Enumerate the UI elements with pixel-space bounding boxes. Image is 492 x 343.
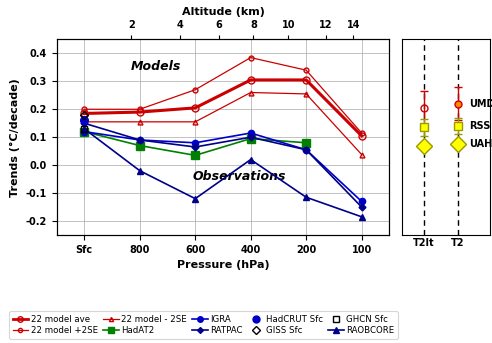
X-axis label: Pressure (hPa): Pressure (hPa)	[177, 260, 269, 270]
Legend: 22 model ave, 22 model +2SE, 22 model - 2SE, HadAT2, IGRA, RATPAC, HadCRUT Sfc, : 22 model ave, 22 model +2SE, 22 model - …	[9, 311, 398, 339]
Text: UMD: UMD	[469, 99, 492, 109]
X-axis label: Altitude (km): Altitude (km)	[182, 7, 264, 17]
Text: RSS: RSS	[469, 121, 491, 131]
Text: Observations: Observations	[193, 170, 286, 184]
Y-axis label: Trends (°C/decade): Trends (°C/decade)	[10, 78, 20, 197]
Text: UAH: UAH	[469, 139, 492, 149]
Text: Models: Models	[131, 60, 182, 73]
